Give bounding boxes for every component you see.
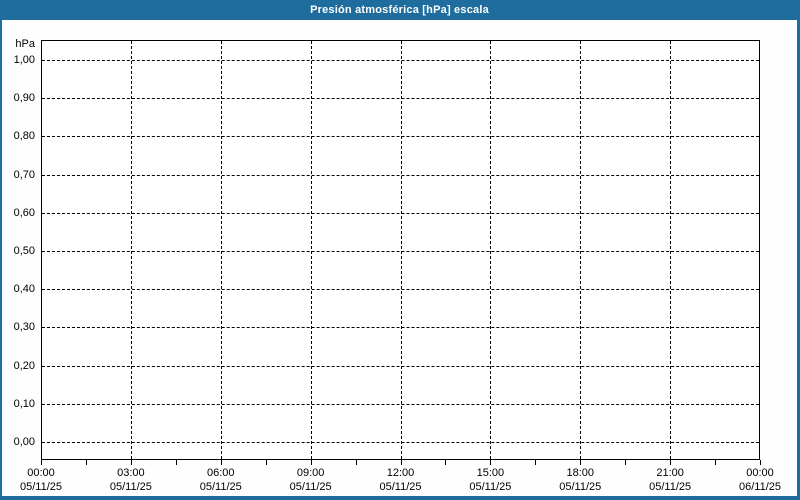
x-axis-tick [175, 460, 177, 465]
x-axis-tick [355, 460, 357, 465]
x-tick-time-label: 00:00 [746, 467, 774, 479]
y-axis-unit-label: hPa [15, 38, 35, 50]
y-tick-label: 0,30 [13, 321, 35, 334]
x-axis-tick [400, 460, 402, 465]
y-tick-label: 0,40 [13, 283, 35, 296]
x-tick-time-label: 12:00 [386, 467, 415, 479]
x-tick-time-label: 00:00 [27, 467, 55, 479]
x-axis-tick [715, 460, 717, 465]
x-axis-tick [535, 460, 537, 465]
y-tick-label: 0,00 [13, 436, 35, 448]
x-tick-date-label: 05/11/25 [559, 481, 602, 493]
y-tick-label: 0,80 [13, 130, 35, 143]
x-tick-time-label: 06:00 [206, 467, 235, 479]
x-axis-tick [580, 460, 582, 465]
y-tick-label: 0,20 [13, 359, 35, 372]
x-axis-tick [490, 460, 492, 465]
x-tick-date-label: 05/11/25 [649, 481, 692, 493]
x-gridline [310, 41, 312, 459]
x-axis-tick [85, 460, 87, 465]
x-tick-date-label: 05/11/25 [19, 481, 62, 493]
x-gridline [670, 41, 672, 459]
x-axis-tick [220, 460, 222, 465]
x-tick-date-label: 05/11/25 [199, 481, 242, 493]
x-axis-tick [130, 460, 132, 465]
y-tick-label: 0,10 [13, 397, 35, 410]
x-axis-tick [310, 460, 312, 465]
x-gridline [490, 41, 492, 459]
x-tick-time-label: 15:00 [476, 467, 505, 479]
x-axis-tick [445, 460, 447, 465]
x-tick-date-label: 05/11/25 [379, 481, 422, 493]
x-axis-tick [760, 460, 761, 465]
x-tick-date-label: 06/11/25 [738, 481, 781, 493]
x-axis-tick [670, 460, 672, 465]
x-tick-date-label: 05/11/25 [109, 481, 152, 493]
y-tick-label: 0,70 [13, 168, 35, 181]
y-tick-label: 0,90 [13, 92, 35, 105]
chart-title: Presión atmosférica [hPa] escala [310, 4, 489, 16]
y-tick-label: 0,60 [13, 206, 35, 219]
x-axis-tick [625, 460, 627, 465]
y-tick-label: 0,50 [13, 245, 35, 257]
x-tick-time-label: 09:00 [296, 467, 325, 479]
x-gridline [220, 41, 222, 459]
x-axis-tick [265, 460, 267, 465]
x-tick-time-label: 18:00 [566, 467, 595, 479]
x-gridline [400, 41, 402, 459]
x-axis-tick [41, 460, 42, 465]
x-tick-time-label: 03:00 [117, 467, 145, 479]
x-tick-date-label: 05/11/25 [469, 481, 512, 493]
x-tick-time-label: 21:00 [656, 467, 684, 479]
x-gridline [130, 41, 132, 459]
y-tick-label: 1,00 [13, 54, 35, 66]
chart-title-bar: Presión atmosférica [hPa] escala [2, 0, 797, 20]
x-tick-date-label: 05/11/25 [289, 481, 332, 493]
x-gridline [580, 41, 582, 459]
